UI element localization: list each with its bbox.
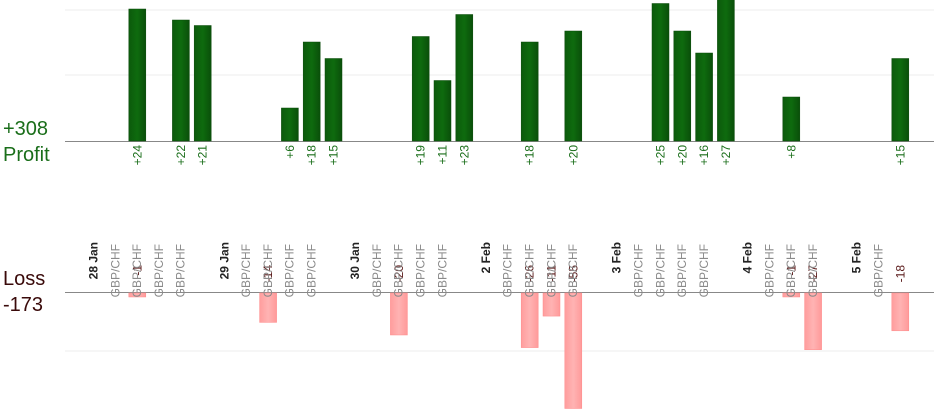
loss-value-label: -11 — [545, 265, 559, 282]
pair-label: GBP/CHF — [566, 244, 580, 297]
profit-bar — [564, 30, 583, 142]
profit-value-label: +23 — [457, 145, 471, 166]
loss-bar — [891, 292, 910, 332]
profit-bars — [128, 0, 910, 142]
profit-bar — [782, 96, 801, 142]
profit-bar — [891, 58, 910, 142]
profit-value-label: +21 — [196, 145, 210, 166]
loss-value-label: -26 — [523, 265, 537, 283]
pair-label: GBP/CHF — [239, 244, 253, 297]
profit-value-label: +16 — [697, 145, 711, 166]
pair-label: GBP/CHF — [414, 244, 428, 297]
loss-bar — [128, 292, 147, 298]
date-label: 29 Jan — [217, 242, 231, 279]
pair-label: GBP/CHF — [697, 244, 711, 297]
loss-value-label: -20 — [392, 265, 406, 283]
profit-bar — [172, 19, 190, 142]
profit-value-label: +22 — [174, 145, 188, 166]
profit-value-label: +11 — [436, 145, 450, 165]
profit-bar — [302, 41, 321, 142]
loss-label: Loss — [3, 268, 46, 290]
profit-bar — [673, 30, 692, 142]
date-label: 5 Feb — [850, 242, 864, 273]
profit-value-label: +15 — [327, 145, 341, 166]
pair-label: GBP/CHF — [501, 244, 515, 297]
profit-value-label: +18 — [523, 145, 537, 166]
profit-bar — [411, 36, 430, 142]
profit-bar — [324, 58, 343, 142]
pair-label: GBP/CHF — [370, 244, 384, 297]
profit-value-label: +19 — [414, 145, 428, 166]
loss-value-label: -1 — [130, 265, 144, 276]
profit-bar — [455, 14, 474, 142]
profit-value-label: +27 — [719, 145, 733, 166]
pair-label: GBP/CHF — [174, 244, 188, 297]
profit-value-label: +20 — [566, 145, 580, 166]
profit-value-label: +24 — [130, 145, 144, 166]
date-label: 3 Feb — [610, 242, 624, 273]
loss-value-label: -18 — [893, 265, 907, 283]
profit-bar — [520, 41, 539, 142]
pair-label: GBP/CHF — [435, 244, 449, 297]
pair-label: GBP/CHF — [392, 244, 406, 297]
loss-bars — [128, 292, 910, 409]
profit-bar — [128, 8, 147, 142]
loss-bar — [542, 292, 561, 317]
pair-label: GBP/CHF — [632, 244, 646, 297]
date-label: 28 Jan — [87, 242, 101, 279]
pair-label: GBP/CHF — [130, 244, 144, 297]
profit-total: +308 — [3, 118, 49, 140]
pair-label: GBP/CHF — [283, 244, 297, 297]
loss-value-label: -1 — [784, 265, 798, 276]
loss-bar — [782, 292, 801, 298]
profit-value-label: +20 — [675, 145, 689, 166]
profit-value-label: +25 — [654, 145, 668, 166]
loss-value-label: -14 — [261, 265, 275, 283]
loss-total: -173 — [3, 294, 44, 316]
loss-bar — [564, 292, 583, 409]
profit-bar — [433, 80, 452, 142]
loss-bar — [804, 292, 822, 350]
loss-bar — [259, 292, 277, 323]
loss-bar — [520, 292, 539, 348]
date-label: 4 Feb — [741, 242, 755, 273]
pair-label: GBP/CHF — [653, 244, 667, 297]
profit-value-label: +18 — [305, 145, 319, 166]
profit-bar — [695, 52, 713, 142]
pair-label: GBP/CHF — [806, 244, 820, 297]
pair-label: GBP/CHF — [523, 244, 537, 297]
pair-label: GBP/CHF — [675, 244, 689, 297]
pair-label: GBP/CHF — [261, 244, 275, 297]
profit-bar — [717, 0, 735, 142]
profit-bar — [281, 107, 299, 142]
date-label: 2 Feb — [479, 242, 493, 273]
pair-label: GBP/CHF — [762, 244, 776, 297]
axes — [65, 141, 934, 293]
loss-bar — [390, 292, 408, 336]
pair-label: GBP/CHF — [544, 244, 558, 297]
profit-bar — [193, 25, 212, 142]
loss-value-label: -55 — [566, 265, 580, 283]
profit-value-label: +15 — [893, 145, 907, 166]
pair-label: GBP/CHF — [305, 244, 319, 297]
pair-label: GBP/CHF — [784, 244, 798, 297]
date-label: 30 Jan — [348, 242, 362, 279]
profit-bar — [651, 3, 670, 142]
loss-value-label: -27 — [806, 265, 820, 283]
profit-label: Profit — [3, 144, 50, 166]
pair-label: GBP/CHF — [152, 244, 166, 297]
profit-value-label: +6 — [283, 145, 297, 159]
pair-label: GBP/CHF — [108, 244, 122, 297]
pair-label: GBP/CHF — [871, 244, 885, 297]
profit-value-label: +8 — [784, 145, 798, 159]
